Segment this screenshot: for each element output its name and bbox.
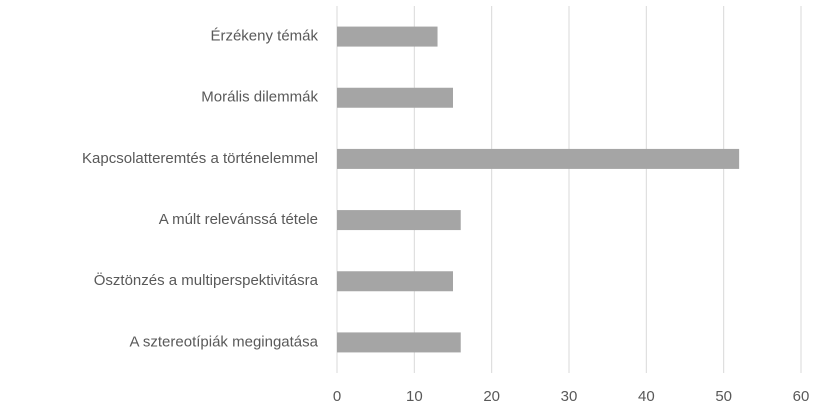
- y-tick-label: A múlt relevánssá tétele: [159, 211, 318, 228]
- x-tick-label: 10: [406, 388, 423, 405]
- x-tick-label: 20: [483, 388, 500, 405]
- y-tick-label: Morális dilemmák: [201, 89, 318, 106]
- bar: [337, 87, 453, 108]
- y-tick-label: A sztereotípiák megingatása: [130, 333, 319, 350]
- y-tick-label: Ösztönzés a multiperspektivitásra: [94, 271, 319, 289]
- x-tick-label: 30: [561, 388, 578, 405]
- bar: [337, 148, 740, 169]
- y-tick-label: Érzékeny témák: [210, 28, 318, 45]
- x-tick-label: 0: [333, 388, 341, 405]
- bar: [337, 332, 461, 353]
- x-tick-label: 50: [715, 388, 732, 405]
- y-tick-label: Kapcsolatteremtés a történelemmel: [82, 150, 318, 167]
- bar: [337, 210, 461, 231]
- bar: [337, 271, 453, 292]
- bar: [337, 26, 438, 47]
- x-tick-label: 60: [793, 388, 810, 405]
- x-tick-label: 40: [638, 388, 655, 405]
